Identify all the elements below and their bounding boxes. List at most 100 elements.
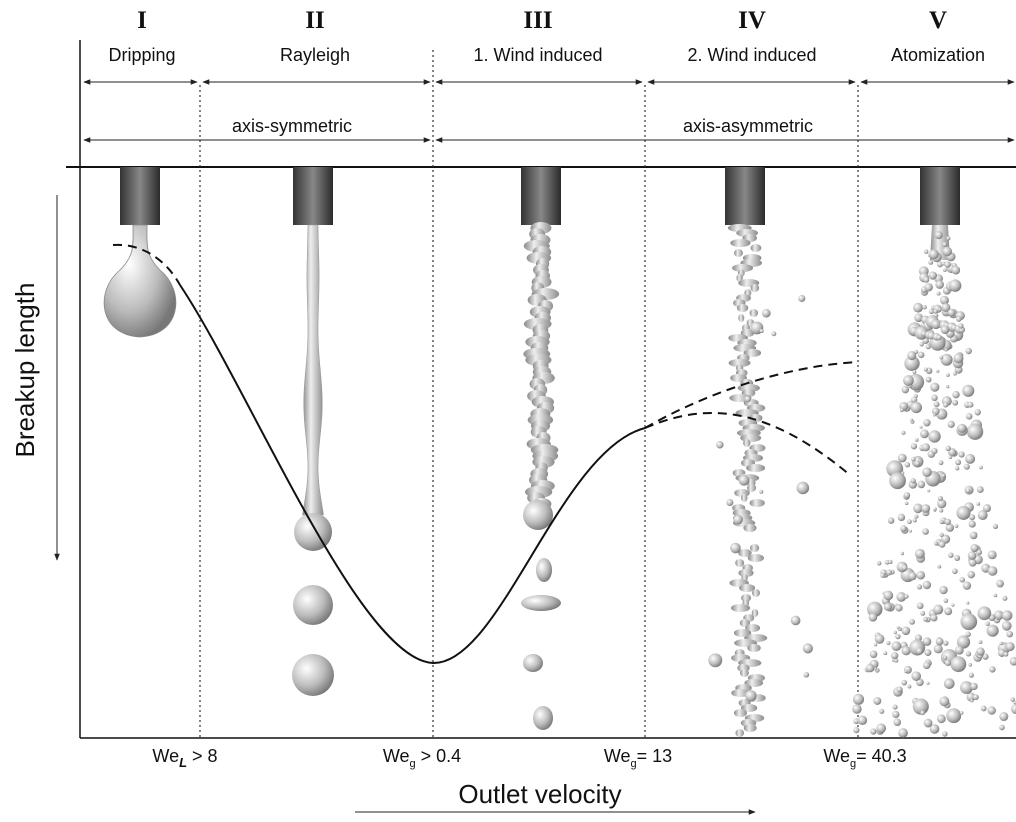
droplet: [759, 328, 764, 333]
blob: [738, 314, 745, 322]
droplet: [999, 712, 1009, 722]
blob: [736, 304, 749, 312]
droplet: [912, 698, 929, 715]
droplet: [907, 350, 917, 361]
blob: [743, 524, 757, 532]
droplet: [912, 518, 917, 523]
droplet: [900, 551, 905, 556]
droplet: [914, 548, 925, 559]
droplet: [891, 652, 899, 660]
droplet: [954, 524, 959, 529]
droplet: [876, 723, 887, 734]
droplet: [933, 401, 940, 408]
droplet: [977, 606, 992, 621]
droplet: [887, 517, 895, 524]
blob: [735, 559, 745, 567]
threshold: WeL > 8: [152, 746, 217, 770]
droplet: [980, 705, 987, 712]
droplet: [928, 430, 941, 443]
droplet: [949, 279, 962, 292]
droplet: [948, 455, 953, 459]
blob: [733, 709, 747, 717]
droplet: [921, 504, 931, 513]
droplet: [942, 246, 953, 257]
blob: [749, 499, 765, 507]
droplet: [936, 291, 941, 296]
rayleigh-jet: [292, 224, 334, 696]
blob: [741, 594, 752, 602]
droplet: [943, 402, 949, 408]
droplet: [931, 447, 938, 455]
regime-name: Atomization: [891, 45, 985, 65]
droplet: [970, 699, 974, 703]
blob: [743, 439, 751, 447]
droplet: [947, 308, 956, 317]
droplet: [938, 307, 942, 312]
droplet: [976, 501, 981, 506]
droplet: [999, 641, 1004, 646]
droplet: [940, 325, 950, 335]
droplet: [986, 624, 999, 637]
droplet: [880, 573, 885, 578]
droplet: [967, 570, 976, 579]
droplet: [942, 268, 947, 273]
droplet: [941, 303, 951, 312]
droplet: [726, 498, 734, 507]
droplet: [919, 342, 924, 347]
droplet: [853, 727, 860, 734]
wind-jet-1: [521, 222, 561, 730]
blob: [730, 604, 751, 612]
droplet: [936, 261, 943, 268]
droplet: [934, 231, 943, 240]
droplet: [985, 621, 990, 627]
blob: [744, 679, 764, 687]
regime-numeral: V: [929, 7, 947, 34]
droplet: [938, 460, 944, 466]
droplet: [916, 602, 924, 610]
droplet: [917, 351, 925, 359]
regime-numeral: IV: [738, 7, 766, 34]
droplet: [907, 519, 912, 525]
droplet: [896, 686, 903, 693]
droplet: [916, 647, 923, 655]
droplet: [901, 679, 908, 686]
droplet: [944, 348, 948, 352]
droplet: [913, 302, 923, 313]
y-axis-label: Breakup length: [10, 283, 40, 458]
droplet: [941, 473, 946, 478]
droplet: [970, 682, 978, 691]
droplet: [943, 598, 949, 604]
droplet: [903, 492, 911, 499]
droplet: [910, 478, 916, 484]
blob: [730, 239, 751, 247]
regime-name: Dripping: [108, 45, 175, 65]
droplet: [762, 308, 771, 318]
droplet: [917, 480, 926, 489]
droplet: [987, 706, 996, 715]
droplet: [744, 395, 751, 403]
droplet: [966, 488, 971, 493]
droplet: [904, 594, 909, 599]
droplet: [873, 667, 877, 671]
blob: [733, 629, 752, 637]
droplet: [876, 560, 882, 566]
droplet: [952, 568, 958, 575]
group-label: axis-symmetric: [232, 116, 352, 136]
droplet: [873, 643, 878, 647]
droplet: [956, 316, 962, 322]
droplet: [976, 486, 984, 494]
droplet: [942, 242, 948, 247]
droplet: [916, 584, 923, 590]
droplet: [936, 714, 946, 724]
droplet: [908, 529, 913, 533]
droplet: [904, 355, 920, 372]
blob: [747, 484, 757, 492]
droplet: [913, 503, 923, 514]
droplet: [944, 659, 951, 666]
blob: [734, 249, 743, 257]
droplet: [796, 481, 810, 495]
droplet: [523, 500, 553, 530]
droplet: [957, 423, 967, 433]
